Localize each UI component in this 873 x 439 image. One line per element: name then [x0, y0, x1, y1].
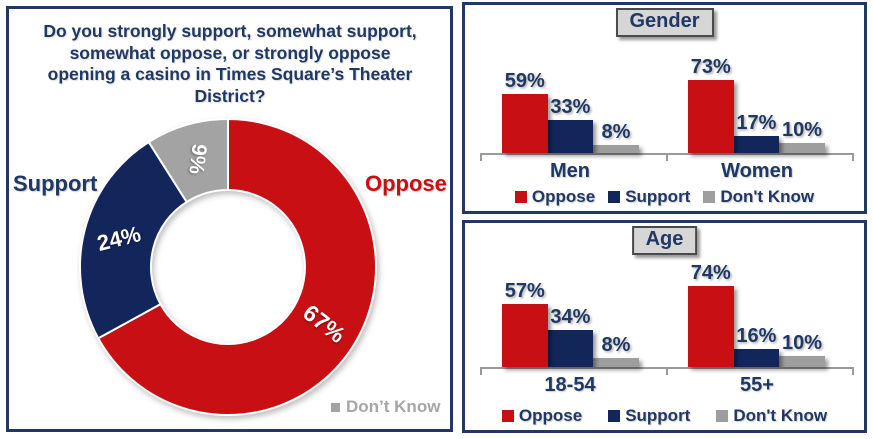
donut-slice-don-t-know — [147, 117, 229, 204]
age-plot-area: 57% 34% 8% 74% 16% — [480, 223, 854, 375]
bar-oppose-18-54: 57% — [502, 280, 548, 367]
bar-group-men: 59% 33% 8% — [502, 70, 639, 153]
legend-item-support: Support — [608, 187, 690, 207]
bar-value-label: 16% — [736, 325, 777, 347]
donut-callout-oppose: Oppose — [365, 171, 447, 196]
legend-swatch-oppose — [514, 191, 527, 203]
donut-slice-oppose — [96, 117, 377, 416]
bar-value-label: 74% — [690, 262, 731, 284]
chart-title-gender: Gender — [615, 8, 714, 37]
legend-swatch-dont-know — [331, 402, 340, 412]
question-donut-panel: Do you strongly support, somewhat suppor… — [6, 6, 453, 432]
bar-dont-know-women: 10% — [779, 119, 825, 153]
age-bar-chart-panel: Age 57% 34% 8% — [462, 220, 867, 433]
axis-tick — [852, 153, 854, 161]
gender-bar-chart-panel: Gender 59% 33% 8% — [462, 2, 867, 214]
bar-oppose-55-plus: 74% — [688, 262, 734, 367]
bar-fill — [733, 136, 780, 153]
axis-tick — [666, 153, 668, 161]
legend-label-oppose: Oppose — [531, 187, 596, 206]
poll-question: Do you strongly support, somewhat suppor… — [43, 21, 417, 107]
legend-item-oppose: Oppose — [514, 187, 596, 207]
legend-swatch-support — [608, 191, 621, 203]
bar-value-label: 33% — [550, 96, 591, 118]
legend-item-dont-know: Don't Know — [703, 187, 814, 207]
category-label-women: Women — [721, 160, 793, 182]
bar-value-label: 34% — [550, 306, 591, 328]
legend-swatch-support — [608, 410, 621, 422]
bar-support-55-plus: 16% — [733, 325, 780, 367]
axis-tick — [852, 367, 854, 375]
bar-support-men: 33% — [547, 96, 594, 153]
legend-swatch-dont-know — [716, 410, 729, 422]
bar-value-label: 59% — [504, 70, 545, 92]
bar-value-label: 73% — [690, 56, 731, 78]
legend-swatch-dont-know — [703, 191, 716, 203]
bar-fill — [593, 358, 639, 367]
bar-value-label: 10% — [781, 119, 822, 141]
bar-fill — [688, 286, 734, 367]
bar-group-women: 73% 17% 10% — [688, 56, 825, 153]
bar-group-18-54: 57% 34% 8% — [502, 280, 639, 367]
legend-item-oppose: Oppose — [501, 406, 583, 426]
legend-label-dont-know: Don't Know — [720, 187, 815, 206]
bar-fill — [547, 120, 594, 153]
gender-plot-area: 59% 33% 8% 73% 17% — [480, 5, 854, 161]
age-chart-legend: Oppose Support Don't Know — [465, 406, 864, 426]
bar-value-label: 8% — [601, 121, 631, 143]
category-label-18-54: 18-54 — [544, 374, 596, 396]
chart-title-age: Age — [631, 226, 698, 255]
bar-fill — [733, 349, 780, 367]
category-label-men: Men — [550, 160, 590, 182]
legend-item-support: Support — [608, 406, 690, 426]
bar-oppose-men: 59% — [502, 70, 548, 153]
legend-label-oppose: Oppose — [518, 406, 583, 425]
bar-group-55-plus: 74% 16% 10% — [688, 262, 825, 367]
bar-oppose-women: 73% — [688, 56, 734, 153]
bar-value-label: 17% — [736, 112, 777, 134]
bar-fill — [547, 330, 594, 367]
donut-callout-support: Support — [13, 171, 98, 196]
legend-label-support: Support — [625, 187, 691, 206]
legend-label-support: Support — [625, 406, 691, 425]
bar-fill — [593, 145, 639, 153]
bar-value-label: 10% — [781, 332, 822, 354]
bar-fill — [502, 304, 548, 367]
donut-slice-support — [79, 140, 189, 340]
bar-support-women: 17% — [733, 112, 780, 153]
category-label-55-plus: 55+ — [740, 374, 774, 396]
legend-label-dont-know: Don’t Know — [346, 397, 441, 416]
legend-swatch-oppose — [501, 410, 514, 422]
legend-label-dont-know: Don't Know — [733, 406, 828, 425]
axis-tick — [480, 367, 482, 375]
donut-svg — [79, 117, 377, 416]
bar-support-18-54: 34% — [547, 306, 594, 367]
bar-dont-know-55-plus: 10% — [779, 332, 825, 367]
donut-legend-dont-know: Don’t Know — [331, 397, 440, 417]
bar-dont-know-18-54: 8% — [593, 334, 639, 367]
axis-tick — [480, 153, 482, 161]
gender-chart-legend: Oppose Support Don't Know — [465, 187, 864, 207]
bar-fill — [779, 356, 825, 367]
donut-value-dont-know: 9% — [184, 142, 211, 176]
donut-chart — [78, 117, 378, 417]
bar-fill — [502, 94, 548, 153]
axis-tick — [666, 367, 668, 375]
bar-value-label: 57% — [504, 280, 545, 302]
bar-fill — [779, 143, 825, 153]
bar-dont-know-men: 8% — [593, 121, 639, 153]
bar-fill — [688, 80, 734, 153]
bar-value-label: 8% — [601, 334, 631, 356]
legend-item-dont-know: Don't Know — [716, 406, 827, 426]
